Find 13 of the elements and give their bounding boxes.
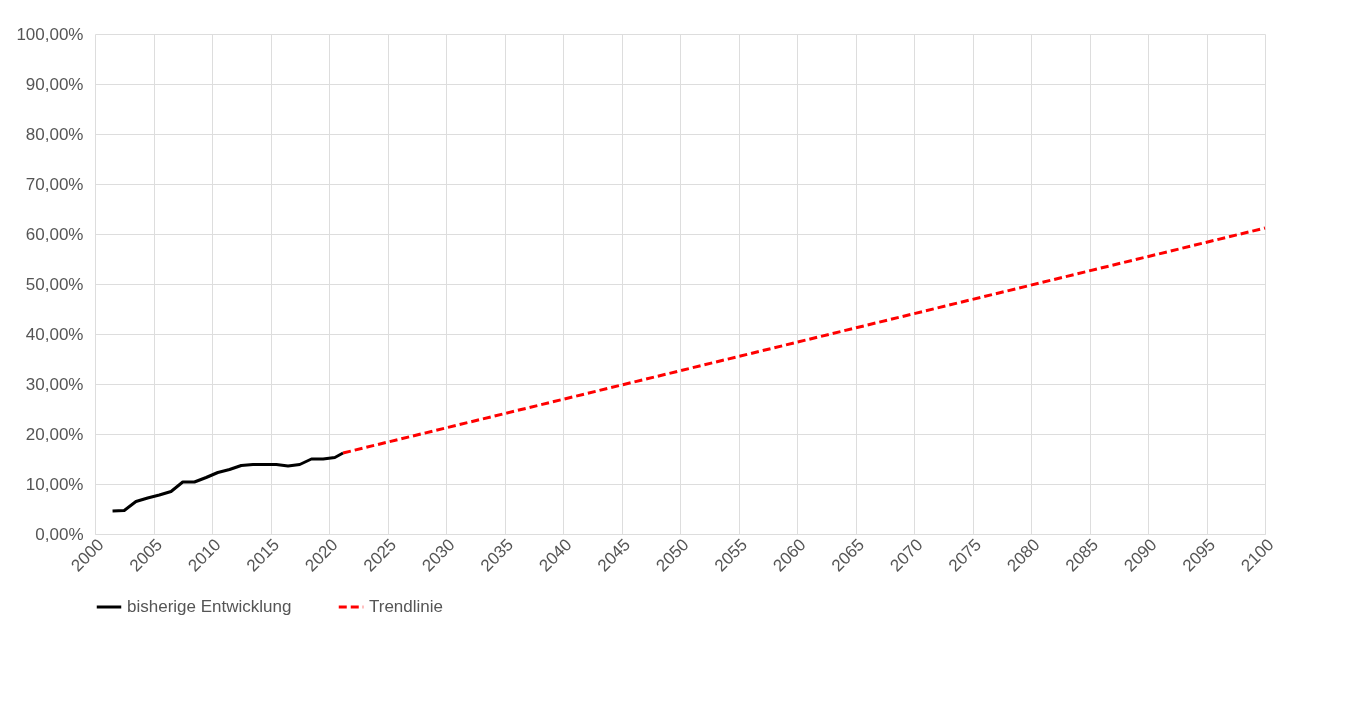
legend-label: bisherige Entwicklung xyxy=(127,597,292,616)
y-tick-label: 60,00% xyxy=(25,224,84,244)
y-tick-label: 10,00% xyxy=(25,474,84,494)
y-tick-label: 80,00% xyxy=(25,124,84,144)
y-tick-label: 100,00% xyxy=(16,24,84,44)
y-tick-label: 90,00% xyxy=(25,74,84,94)
legend-label: Trendlinie xyxy=(369,597,444,616)
y-tick-label: 20,00% xyxy=(25,424,84,444)
y-tick-label: 30,00% xyxy=(25,374,84,394)
y-tick-label: 70,00% xyxy=(25,174,84,194)
line-series xyxy=(111,451,345,513)
y-tick-label: 50,00% xyxy=(25,274,84,294)
y-tick-label: 40,00% xyxy=(25,324,84,344)
